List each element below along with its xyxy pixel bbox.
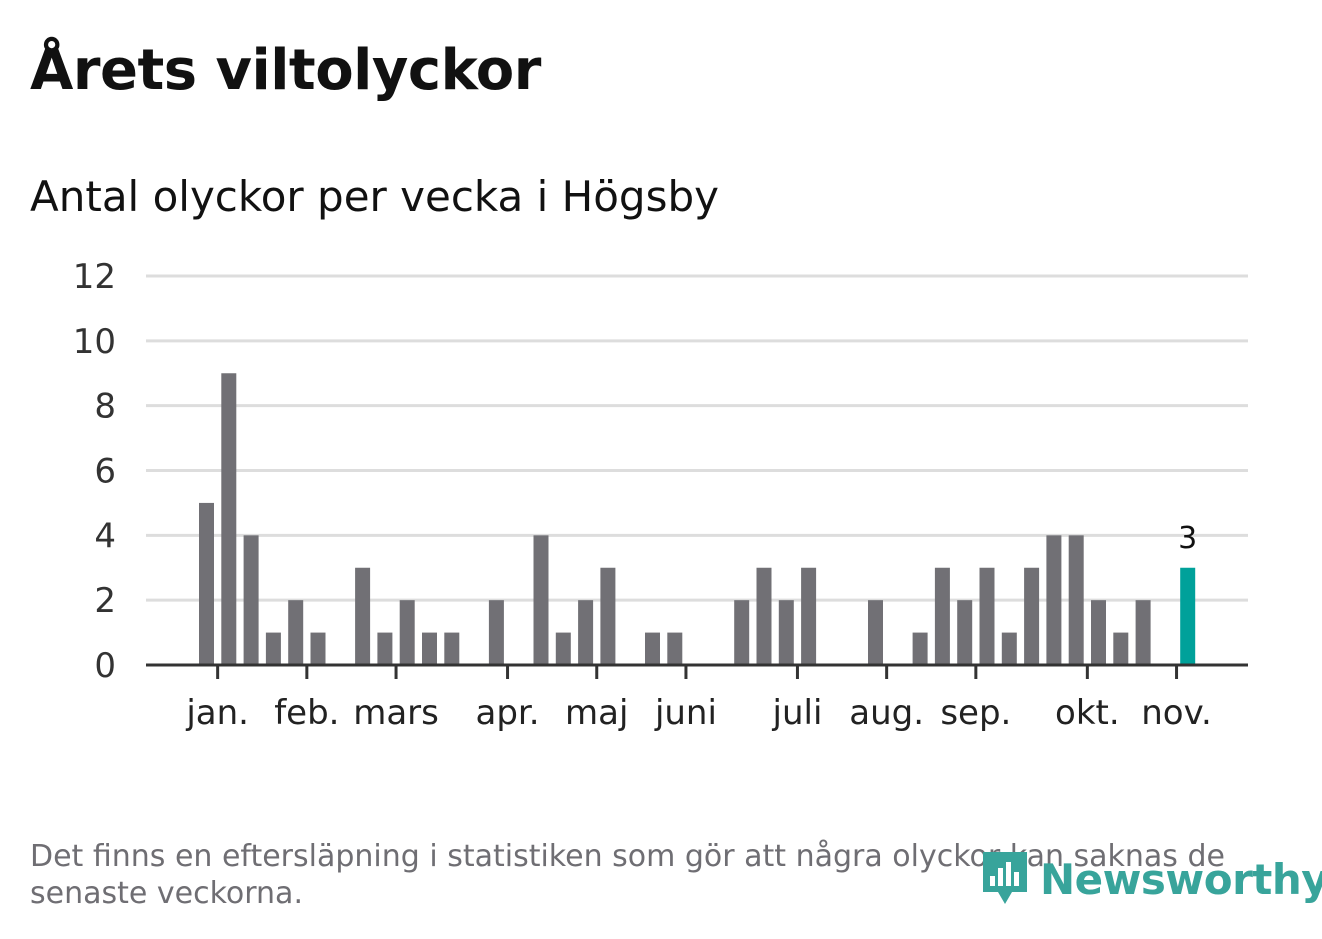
bar: [1091, 600, 1106, 665]
logo-text: Newsworthy: [1040, 854, 1322, 904]
bar: [488, 600, 504, 665]
y-tick-label: 12: [73, 257, 116, 297]
x-tick-label: aug.: [849, 693, 924, 733]
bar: [979, 567, 995, 665]
y-tick-label: 2: [94, 581, 116, 621]
bar: [199, 502, 214, 665]
bar: [444, 632, 460, 665]
x-tick-label: juli: [772, 693, 823, 733]
bar: [778, 600, 794, 665]
bar: [600, 567, 616, 665]
bar: [555, 632, 571, 665]
bar: [957, 600, 973, 665]
y-tick-label: 0: [94, 646, 116, 686]
newsworthy-logo: Newsworthy: [980, 848, 1322, 910]
bar: [355, 567, 371, 665]
bar: [1046, 535, 1062, 665]
y-tick-label: 8: [94, 387, 116, 427]
bar: [533, 535, 549, 665]
bars: [199, 373, 1196, 665]
y-tick-label: 4: [94, 516, 116, 556]
bar: [310, 632, 326, 665]
x-tick-label: jan.: [185, 693, 249, 733]
bar: [1001, 632, 1017, 665]
bar: [221, 373, 237, 665]
bar: [265, 632, 281, 665]
x-tick-label: apr.: [476, 693, 540, 733]
bar: [399, 600, 415, 665]
bar: [1024, 567, 1040, 665]
bar: [645, 632, 660, 665]
bar: [422, 632, 437, 665]
bar: [667, 632, 683, 665]
bar: [801, 567, 817, 665]
x-axis-ticks: jan. feb. mars apr. maj juni juli aug. sep. okt. n…: [185, 665, 1212, 733]
x-tick-label: okt.: [1055, 693, 1120, 733]
chart-title: Årets viltolyckor: [30, 38, 541, 103]
x-tick-label: feb.: [274, 693, 339, 733]
bar: [1113, 632, 1129, 665]
x-tick-label: mars: [353, 693, 439, 733]
y-tick-label: 6: [94, 452, 116, 492]
x-tick-label: juni: [654, 693, 717, 733]
bar: [734, 600, 750, 665]
highlight-bar: [1180, 567, 1196, 665]
data-labels: 3: [1178, 521, 1197, 556]
chart-subtitle: Antal olyckor per vecka i Högsby: [30, 172, 719, 221]
bar: [377, 632, 393, 665]
highlight-data-label: 3: [1178, 521, 1197, 556]
y-axis-ticks: 0 2 4 6 8 10 12: [73, 257, 116, 686]
grid-lines: [146, 274, 1248, 602]
bar-chart: 0 2 4 6 8 10 12 jan. feb. mars apr. maj juni juli aug…: [73, 257, 1248, 733]
bar: [912, 632, 928, 665]
newsworthy-logo-icon: [983, 852, 1027, 904]
bar: [288, 600, 304, 665]
y-tick-label: 10: [73, 322, 116, 362]
bar: [756, 567, 772, 665]
bar: [578, 600, 594, 665]
bar: [868, 600, 883, 665]
x-tick-label: maj: [565, 693, 628, 733]
bar: [1135, 600, 1151, 665]
x-tick-label: sep.: [940, 693, 1011, 733]
bar: [934, 567, 950, 665]
bar: [1068, 535, 1084, 665]
bar: [243, 535, 259, 665]
x-tick-label: nov.: [1141, 693, 1212, 733]
